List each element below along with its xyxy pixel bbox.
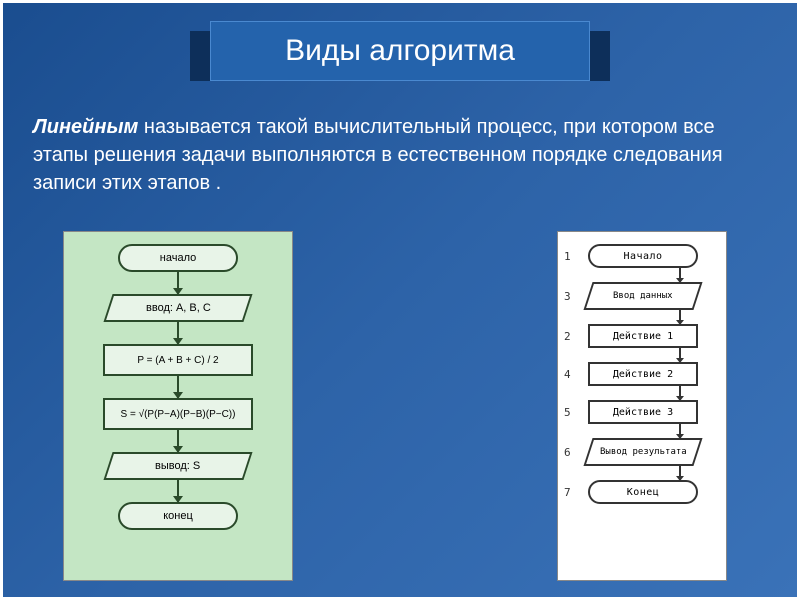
fc2-row: 2 Действие 1 bbox=[558, 324, 726, 348]
arrow-down-icon bbox=[679, 386, 681, 400]
fc2-step-num: 7 bbox=[564, 486, 578, 499]
fc2-step-num: 3 bbox=[564, 290, 578, 303]
fc2-row: 1 Начало bbox=[558, 244, 726, 268]
flowchart-left: начало ввод: A, B, C P = (A + B + C) / 2… bbox=[63, 231, 293, 581]
fc2-row: 3 Ввод данных bbox=[558, 282, 726, 310]
fc-input: ввод: A, B, C bbox=[103, 294, 252, 322]
slide-title: Виды алгоритма bbox=[210, 21, 590, 81]
fc2-input-label: Ввод данных bbox=[613, 291, 673, 301]
flowchart-right: 1 Начало 3 Ввод данных 2 Действие 1 4 Де… bbox=[557, 231, 727, 581]
fc2-action-1: Действие 1 bbox=[588, 324, 698, 348]
fc2-step-num: 2 bbox=[564, 330, 578, 343]
fc2-step-num: 4 bbox=[564, 368, 578, 381]
arrow-down-icon bbox=[177, 322, 179, 344]
fc-end: конец bbox=[118, 502, 238, 530]
fc2-row: 5 Действие 3 bbox=[558, 400, 726, 424]
description-text: Линейным называется такой вычислительный… bbox=[33, 113, 767, 197]
fc-input-label: ввод: A, B, C bbox=[146, 302, 211, 314]
arrow-down-icon bbox=[679, 348, 681, 362]
fc2-step-num: 1 bbox=[564, 250, 578, 263]
fc2-start: Начало bbox=[588, 244, 698, 268]
fc-process-1: P = (A + B + C) / 2 bbox=[103, 344, 253, 376]
fc2-input: Ввод данных bbox=[583, 282, 702, 310]
fc2-step-num: 6 bbox=[564, 446, 578, 459]
arrow-down-icon bbox=[679, 310, 681, 324]
arrow-down-icon bbox=[177, 272, 179, 294]
fc-start: начало bbox=[118, 244, 238, 272]
title-banner: Виды алгоритма bbox=[210, 21, 590, 81]
fc2-row: 7 Конец bbox=[558, 480, 726, 504]
fc2-output: Вывод результата bbox=[583, 438, 702, 466]
description-emphasis: Линейным bbox=[33, 116, 138, 138]
arrow-down-icon bbox=[177, 430, 179, 452]
fc2-step-num: 5 bbox=[564, 406, 578, 419]
arrow-down-icon bbox=[679, 466, 681, 480]
fc-output-label: вывод: S bbox=[155, 460, 200, 472]
fc2-output-label: Вывод результата bbox=[600, 447, 687, 457]
fc-output: вывод: S bbox=[103, 452, 252, 480]
arrow-down-icon bbox=[177, 376, 179, 398]
fc-process-2: S = √(P(P−A)(P−B)(P−C)) bbox=[103, 398, 253, 430]
fc2-action-2: Действие 2 bbox=[588, 362, 698, 386]
fc2-action-3: Действие 3 bbox=[588, 400, 698, 424]
arrow-down-icon bbox=[679, 268, 681, 282]
arrow-down-icon bbox=[679, 424, 681, 438]
fc2-row: 4 Действие 2 bbox=[558, 362, 726, 386]
fc2-row: 6 Вывод результата bbox=[558, 438, 726, 466]
arrow-down-icon bbox=[177, 480, 179, 502]
fc2-end: Конец bbox=[588, 480, 698, 504]
